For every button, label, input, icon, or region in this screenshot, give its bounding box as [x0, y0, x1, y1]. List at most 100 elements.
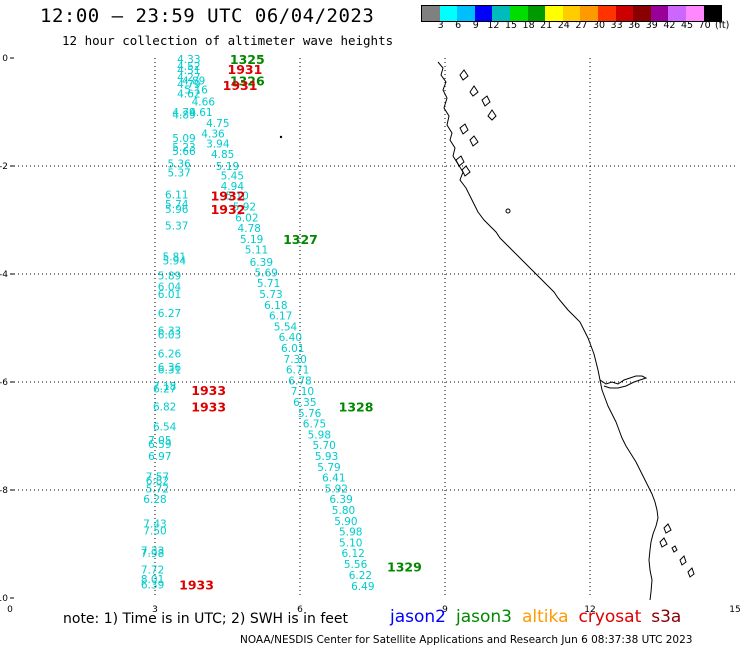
scale-swatch — [457, 6, 475, 21]
wave-height-value: 6.39 — [250, 257, 273, 269]
y-tick-label: -4 — [0, 270, 8, 280]
wave-height-scale-labels: 3 6 9 12 15 18 21 24 27 30 33 36 39 42 45 70 (ft) — [421, 20, 740, 34]
scale-label: 21 — [540, 20, 553, 31]
wave-height-value: 5.73 — [259, 289, 282, 301]
x-tick-label: 9 — [442, 605, 448, 615]
y-tick-label: -6 — [0, 378, 8, 388]
wave-height-value: 6.03 — [158, 329, 181, 341]
scale-label: 27 — [575, 20, 588, 31]
scale-swatch — [439, 6, 458, 21]
pass-time-label: 1326 — [230, 74, 265, 89]
wave-height-value: 3.94 — [206, 138, 230, 150]
wave-height-value: 4.75 — [206, 118, 229, 130]
scale-swatch — [650, 6, 669, 21]
wave-height-value: 5.96 — [165, 204, 189, 216]
pass-time-label: 1933 — [191, 383, 226, 398]
wave-height-value: 6.01 — [281, 343, 304, 355]
wave-height-value: 4.85 — [211, 149, 234, 161]
y-tick-label: -10 — [0, 594, 8, 604]
pass-time-label: 1932 — [211, 189, 246, 204]
wave-height-value: 6.35 — [293, 397, 316, 409]
wave-height-color-scale — [421, 5, 723, 22]
scale-swatch — [474, 6, 493, 21]
legend-entry-altika: altika — [522, 607, 569, 627]
coastline-bay-path — [599, 375, 648, 389]
wave-height-value: 4.78 — [238, 223, 261, 235]
wave-height-value: 6.22 — [349, 570, 372, 582]
scale-label: 30 — [592, 20, 606, 31]
scale-swatch — [633, 6, 651, 21]
scale-swatch — [527, 6, 546, 21]
wave-height-value: 6.01 — [158, 289, 181, 301]
wave-height-value: 6.40 — [279, 332, 302, 344]
x-tick-label: 3 — [152, 605, 158, 615]
wave-height-value: 6.17 — [269, 311, 292, 323]
wave-height-value: 6.33 — [158, 326, 181, 338]
scale-label: 15 — [504, 20, 518, 31]
wave-height-value: 5.10 — [225, 191, 248, 203]
scale-swatch — [545, 6, 563, 21]
coastline-islands-north — [455, 69, 497, 177]
wave-height-value: 7.33 — [141, 545, 164, 557]
scale-label: 3 — [437, 20, 444, 31]
pass-time-label: 1933 — [179, 578, 214, 593]
island-dot — [279, 135, 283, 139]
scale-swatch — [562, 6, 581, 21]
y-tick-label: -8 — [0, 486, 8, 496]
wave-height-value: 6.36 — [158, 362, 182, 374]
wave-height-value: 6.49 — [351, 581, 374, 593]
wave-height-value: 5.36 — [167, 158, 191, 170]
wave-height-value: 5.54 — [274, 321, 298, 333]
coastline — [279, 61, 695, 601]
x-tick-label: 6 — [297, 605, 303, 615]
wave-height-value: 4.52 — [177, 61, 200, 73]
legend-entry-jason2: jason2 — [390, 607, 446, 627]
wave-height-value: 5.72 — [146, 483, 169, 495]
wave-height-value: 6.18 — [264, 300, 287, 312]
wave-height-value: 5.98 — [308, 429, 331, 441]
wave-height-value: 4.27 — [177, 72, 200, 84]
pass-time-label: 1931 — [228, 62, 263, 77]
wave-height-value: 6.78 — [288, 375, 311, 387]
legend-entry-s3a: s3a — [651, 607, 682, 627]
wave-height-value: 6.27 — [158, 308, 181, 320]
wave-height-value: 4.66 — [192, 97, 216, 109]
wave-height-value: 5.11 — [245, 245, 268, 257]
wave-height-value: 4.33 — [177, 54, 200, 66]
scale-label: 33 — [610, 20, 623, 31]
wave-height-value: 4.51 — [177, 65, 200, 77]
coastline-islands-south — [659, 523, 695, 578]
wave-height-value: 6.82 — [146, 475, 169, 487]
x-tick-label: 0 — [7, 605, 13, 615]
footnote: note: 1) Time is in UTC; 2) SWH is in fe… — [63, 611, 349, 627]
wave-height-value: 7.18 — [153, 381, 176, 393]
wave-height-value: 6.39 — [329, 494, 352, 506]
wave-height-value: 5.69 — [254, 267, 277, 279]
wave-height-value: 5.81 — [163, 252, 186, 264]
wave-height-value: 5.71 — [257, 278, 280, 290]
wave-height-value: 6.54 — [153, 421, 177, 433]
wave-height-value: 4.61 — [189, 107, 212, 119]
wave-height-value: 7.05 — [148, 435, 171, 447]
pass-time-label: 1329 — [387, 560, 422, 575]
scale-swatch — [492, 6, 510, 21]
wave-height-value: 6.59 — [148, 439, 171, 451]
scale-label: 24 — [557, 20, 570, 31]
scale-swatch — [509, 6, 528, 21]
wave-height-value: 4.36 — [201, 129, 225, 141]
wave-height-value: 5.56 — [344, 559, 368, 571]
wave-height-value: 7.10 — [291, 386, 314, 398]
wave-height-value: 7.57 — [146, 472, 169, 484]
y-tick-label: -2 — [0, 162, 8, 172]
wave-height-value: 5.90 — [334, 516, 357, 528]
grid-lines — [10, 58, 735, 598]
wave-height-value: 4.89 — [182, 76, 205, 88]
wave-height-value: 5.19 — [216, 161, 239, 173]
wave-height-value: 5.23 — [172, 142, 195, 154]
pass-time-label: 1932 — [211, 202, 246, 217]
wave-height-value: 6.02 — [235, 212, 258, 224]
scale-label: 70 — [698, 20, 711, 31]
wave-height-value: 7.72 — [141, 564, 164, 576]
wave-height-value: 7.50 — [143, 526, 166, 538]
wave-height-value: 5.89 — [158, 271, 181, 283]
